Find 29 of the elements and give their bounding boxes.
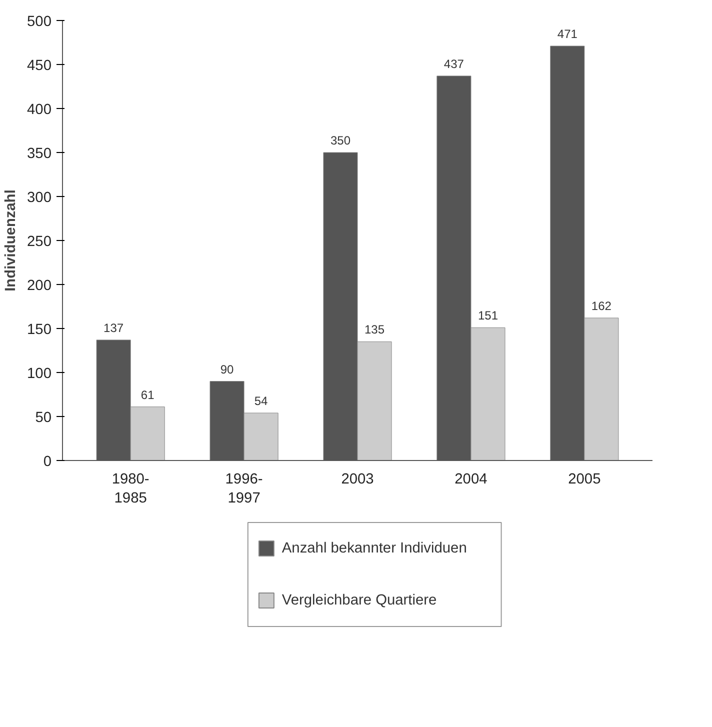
y-tick-label: 300 — [27, 190, 52, 206]
y-tick-label: 0 — [43, 454, 52, 470]
y-tick-label: 50 — [35, 410, 52, 426]
x-tick-label: 2004 — [454, 472, 488, 488]
data-label: 90 — [220, 362, 234, 376]
x-tick-label: 2003 — [341, 472, 374, 488]
y-tick-label: 350 — [27, 146, 52, 162]
y-tick-label: 150 — [27, 322, 52, 338]
y-tick-label: 500 — [27, 14, 52, 30]
y-tick-label: 100 — [27, 366, 52, 382]
x-tick-label: 1996-1997 — [225, 472, 263, 507]
y-tick-label: 400 — [27, 102, 52, 118]
data-label: 471 — [557, 27, 578, 42]
legend-label: Vergleichbare Quartiere — [282, 592, 437, 608]
x-tick-label: 2005 — [568, 472, 601, 488]
x-tick-label: 1980-1985 — [112, 472, 150, 507]
data-label: 162 — [591, 298, 612, 313]
data-label: 350 — [330, 134, 351, 148]
legend-label: Anzahl bekannter Individuen — [282, 540, 467, 556]
data-label: 437 — [444, 56, 464, 71]
data-label: 54 — [254, 394, 268, 408]
data-label: 61 — [140, 388, 155, 402]
y-tick-label: 200 — [27, 278, 52, 294]
y-tick-label: 250 — [27, 234, 52, 250]
data-label: 151 — [478, 308, 498, 323]
y-axis-title: Individuenzahl — [3, 190, 20, 292]
data-label: 137 — [104, 320, 124, 335]
y-tick-label: 450 — [27, 58, 52, 74]
data-label: 135 — [364, 322, 385, 337]
